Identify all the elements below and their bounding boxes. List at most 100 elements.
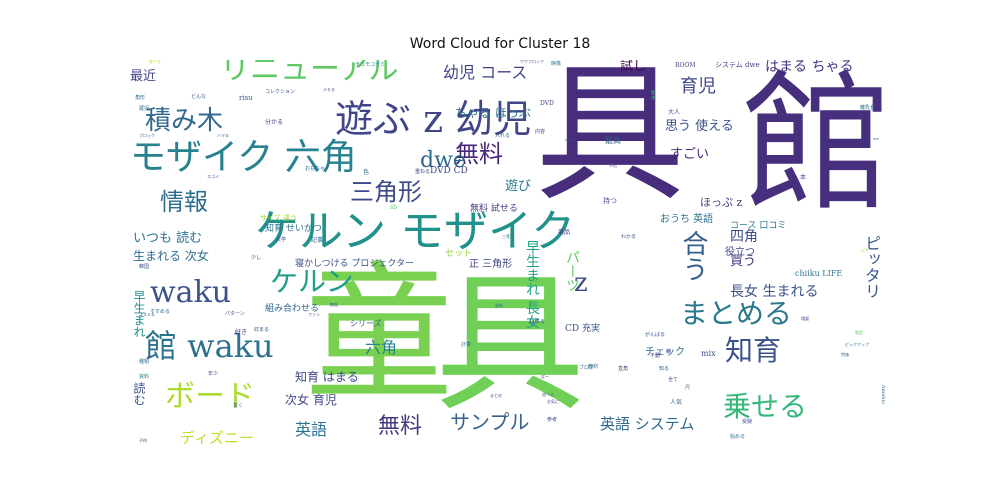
word-cloud-word: 資料: [139, 374, 150, 380]
word-cloud-word: おうち 英語: [660, 214, 714, 225]
word-cloud-word: モザイク 六角: [130, 137, 357, 178]
word-cloud-word: 具: [535, 60, 686, 222]
word-cloud-word: 中込: [609, 163, 617, 168]
word-cloud-word: ブログ: [579, 365, 595, 371]
word-cloud-word: システム dwe: [715, 61, 760, 69]
word-cloud-word: 計算: [461, 342, 472, 348]
word-cloud-word: 種類: [139, 359, 150, 365]
word-cloud-word: 知育 せいかつ: [265, 224, 322, 234]
word-cloud-word: はまる ちゃる: [765, 60, 854, 75]
word-cloud-word: 早生まれ 長女: [524, 240, 540, 329]
word-cloud-word: 英語 システム: [600, 415, 695, 433]
word-cloud-word: ほっぷ z: [700, 196, 743, 209]
word-cloud-word: すすめる: [150, 309, 171, 315]
word-cloud-word: 幼児 コース: [443, 63, 528, 82]
word-cloud-word: 本: [800, 174, 807, 181]
word-cloud-word: 三等辺: [502, 234, 514, 239]
word-cloud-word: 知育: [725, 334, 782, 367]
word-cloud-word: chiiku LIFE: [795, 269, 843, 278]
word-cloud-word: 遊ぶ z 幼児: [335, 97, 532, 141]
word-cloud-word: 買う: [730, 254, 757, 269]
word-cloud-word: モコモコゼミ: [355, 62, 386, 68]
word-cloud-word: CD 充実: [565, 324, 600, 334]
word-cloud-word: 特価: [841, 352, 849, 357]
word-cloud-word: 大人: [668, 109, 681, 116]
word-cloud-word: 商品: [558, 229, 571, 236]
word-cloud-word: おもちゃ: [305, 166, 326, 172]
word-cloud-word: お気に: [547, 399, 559, 404]
word-cloud-word: パターン: [225, 311, 245, 317]
word-cloud-word: ファン: [308, 312, 320, 317]
word-cloud-word: 生まれる 次女: [133, 249, 209, 263]
word-cloud-word: ボード: [165, 379, 255, 414]
word-cloud-word: 絵本: [650, 90, 656, 100]
word-cloud-word: 四角: [730, 229, 758, 245]
word-cloud-word: まとめ: [490, 393, 502, 398]
word-cloud-word: すごい: [670, 147, 710, 162]
word-cloud-word: 遊び: [505, 179, 532, 194]
word-cloud-word: 知る: [659, 366, 670, 372]
word-cloud-word: ワクブロック: [520, 60, 544, 64]
word-cloud-word: 読む: [132, 382, 146, 406]
word-cloud-word: 六角: [365, 338, 398, 357]
word-cloud-word: 娘: [666, 349, 672, 355]
word-cloud-word: がんばる: [645, 332, 666, 338]
word-cloud-word: 年少: [208, 371, 219, 377]
word-cloud-word: ピックアップ: [845, 342, 869, 347]
word-cloud-word: 好き: [235, 329, 248, 336]
word-cloud-word: 収まる: [254, 327, 270, 333]
word-cloud-word: コース 口コミ: [730, 221, 787, 231]
word-cloud-word: わかる: [621, 234, 637, 240]
word-cloud-word: 最近: [130, 69, 157, 84]
word-cloud-word: 映像: [551, 61, 562, 67]
word-cloud-word: ディズニー: [180, 429, 254, 446]
word-cloud-word: 館 waku: [145, 327, 274, 365]
word-cloud-word: 寝かしつける プロジェクター: [295, 259, 414, 269]
word-cloud-word: ert: [873, 136, 879, 141]
word-cloud-word: ブロック: [139, 133, 155, 138]
word-cloud-word: sb: [390, 204, 397, 211]
word-cloud-word: 少し: [251, 255, 262, 261]
word-cloud-word: リニューアル: [220, 60, 399, 87]
word-cloud-word: ケルン: [270, 265, 354, 298]
word-cloud-word: 全て: [668, 377, 679, 383]
word-cloud-word: 分かる: [265, 119, 284, 126]
word-cloud-word: ROOM: [675, 62, 696, 69]
word-cloud-word: 限定: [855, 330, 863, 335]
chart-title: Word Cloud for Cluster 18: [409, 36, 591, 52]
word-cloud-word: 思う 使える: [665, 119, 734, 134]
word-cloud-word: 組み合わせる: [265, 304, 320, 314]
word-cloud-word: いつも 読む: [133, 231, 203, 246]
word-cloud-word: 長女 生まれる: [730, 284, 819, 300]
word-cloud-word: 増量: [801, 316, 809, 321]
word-cloud-word: 試し: [620, 60, 647, 74]
word-cloud-word: 人気: [670, 399, 683, 406]
word-cloud-word: 童: [305, 248, 453, 420]
word-cloud-word: 無料: [455, 140, 503, 168]
word-cloud-word: 無料 試せる: [470, 204, 518, 214]
word-cloud-word: 具: [435, 258, 586, 432]
word-cloud-word: 韓国: [139, 264, 150, 270]
word-cloud-word: 記事: [311, 237, 324, 244]
word-cloud-word: ケルン モザイク: [255, 206, 576, 257]
word-cloud-word: 不動: [650, 353, 661, 359]
word-cloud-word: 蔵児: [139, 106, 150, 112]
word-cloud-word: チェック: [645, 347, 685, 358]
word-cloud-word: サンプル: [450, 410, 530, 434]
word-cloud-word: セット: [445, 249, 473, 259]
word-cloud-word: 積み木: [145, 106, 224, 136]
word-cloud-word: コレクション: [265, 89, 296, 95]
word-cloud-word: 館: [742, 60, 893, 232]
word-cloud-word: DVD: [540, 100, 554, 107]
word-cloud-word: waku: [150, 275, 232, 310]
word-cloud-word: 役立つ: [725, 247, 755, 258]
word-cloud-word: 無限: [330, 302, 338, 307]
word-cloud-word: 置く: [233, 403, 244, 409]
word-cloud-word: ピザ: [861, 248, 869, 253]
word-cloud-word: スゴイ: [207, 174, 219, 179]
word-cloud-word: 内容: [535, 129, 546, 135]
word-cloud-word: 英語: [295, 420, 328, 439]
word-cloud-word: 合う: [678, 230, 708, 282]
word-cloud-word: 乗せる: [723, 390, 808, 423]
word-cloud-word: 持つ: [603, 197, 617, 205]
